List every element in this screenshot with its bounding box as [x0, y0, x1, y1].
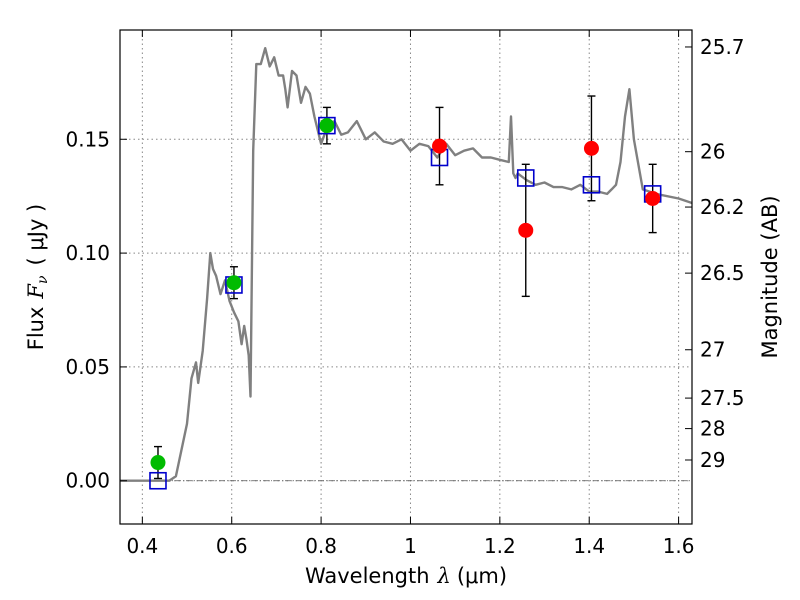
model-photometry-square — [318, 116, 336, 135]
magnitude-tick-label: 26 — [700, 140, 725, 164]
model-photometry-square — [582, 176, 601, 194]
x-tick-label: 1.6 — [663, 534, 695, 558]
optical-observation-point — [319, 118, 335, 134]
magnitude-tick-label: 26.5 — [700, 261, 745, 285]
infrared-observation-point — [432, 138, 448, 154]
magnitude-tick-label: 27.5 — [700, 386, 745, 410]
magnitude-tick-label: 27 — [700, 338, 725, 362]
model-photometry-square — [149, 471, 167, 490]
infrared-observation-point — [583, 140, 599, 156]
optical-observation-point — [226, 275, 242, 291]
y-tick-label: 0.15 — [65, 127, 110, 151]
magnitude-tick-label: 25.7 — [700, 35, 745, 59]
x-tick-label: 1.2 — [484, 534, 516, 558]
magnitude-tick-label: 29 — [700, 448, 725, 472]
x-tick-label: 0.8 — [305, 534, 337, 558]
y-axis-label-symbol: F — [24, 283, 48, 300]
y-axis-label-prefix: Flux — [24, 307, 48, 351]
optical-observation-point — [150, 455, 166, 471]
observed-photometry-markers — [150, 118, 661, 471]
x-axis-label-prefix: Wavelength — [305, 564, 430, 588]
x-tick-label: 0.4 — [126, 534, 158, 558]
infrared-observation-point — [645, 190, 661, 206]
model-photometry-markers — [149, 116, 662, 490]
x-tick-label: 1 — [404, 534, 417, 558]
x-axis-label-symbol: λ — [437, 564, 451, 588]
y-axis-label: Flux Fν ( μJy ) — [24, 204, 51, 350]
y-tick-label: 0.00 — [65, 469, 110, 493]
sed-model-line — [120, 47, 693, 482]
x-tick-label: 1.4 — [573, 534, 605, 558]
x-axis-label: Wavelength λ (μm) — [305, 564, 507, 588]
x-tick-label: 0.6 — [216, 534, 248, 558]
plot-frame — [119, 29, 693, 525]
magnitude-tick-label: 28 — [700, 417, 725, 441]
magnitude-tick-label: 26.2 — [700, 195, 745, 219]
magnitude-axis-label: Magnitude (AB) — [758, 195, 782, 358]
y-axis-label-unit: ( μJy ) — [24, 204, 48, 266]
y-tick-label: 0.10 — [65, 241, 110, 265]
sed-model-curve — [120, 47, 693, 482]
infrared-observation-point — [518, 222, 534, 238]
grid-lines — [120, 30, 692, 524]
y-tick-label: 0.05 — [65, 355, 110, 379]
model-photometry-square — [516, 169, 535, 187]
y-axis-label-subscript: ν — [35, 275, 51, 284]
axis-ticks: 0.4 0.6 0.8 1 1.2 1.4 1.6 0.00 0.05 0.10 0.15 25.7 2… — [65, 30, 745, 558]
x-axis-label-unit: (μm) — [457, 564, 507, 588]
